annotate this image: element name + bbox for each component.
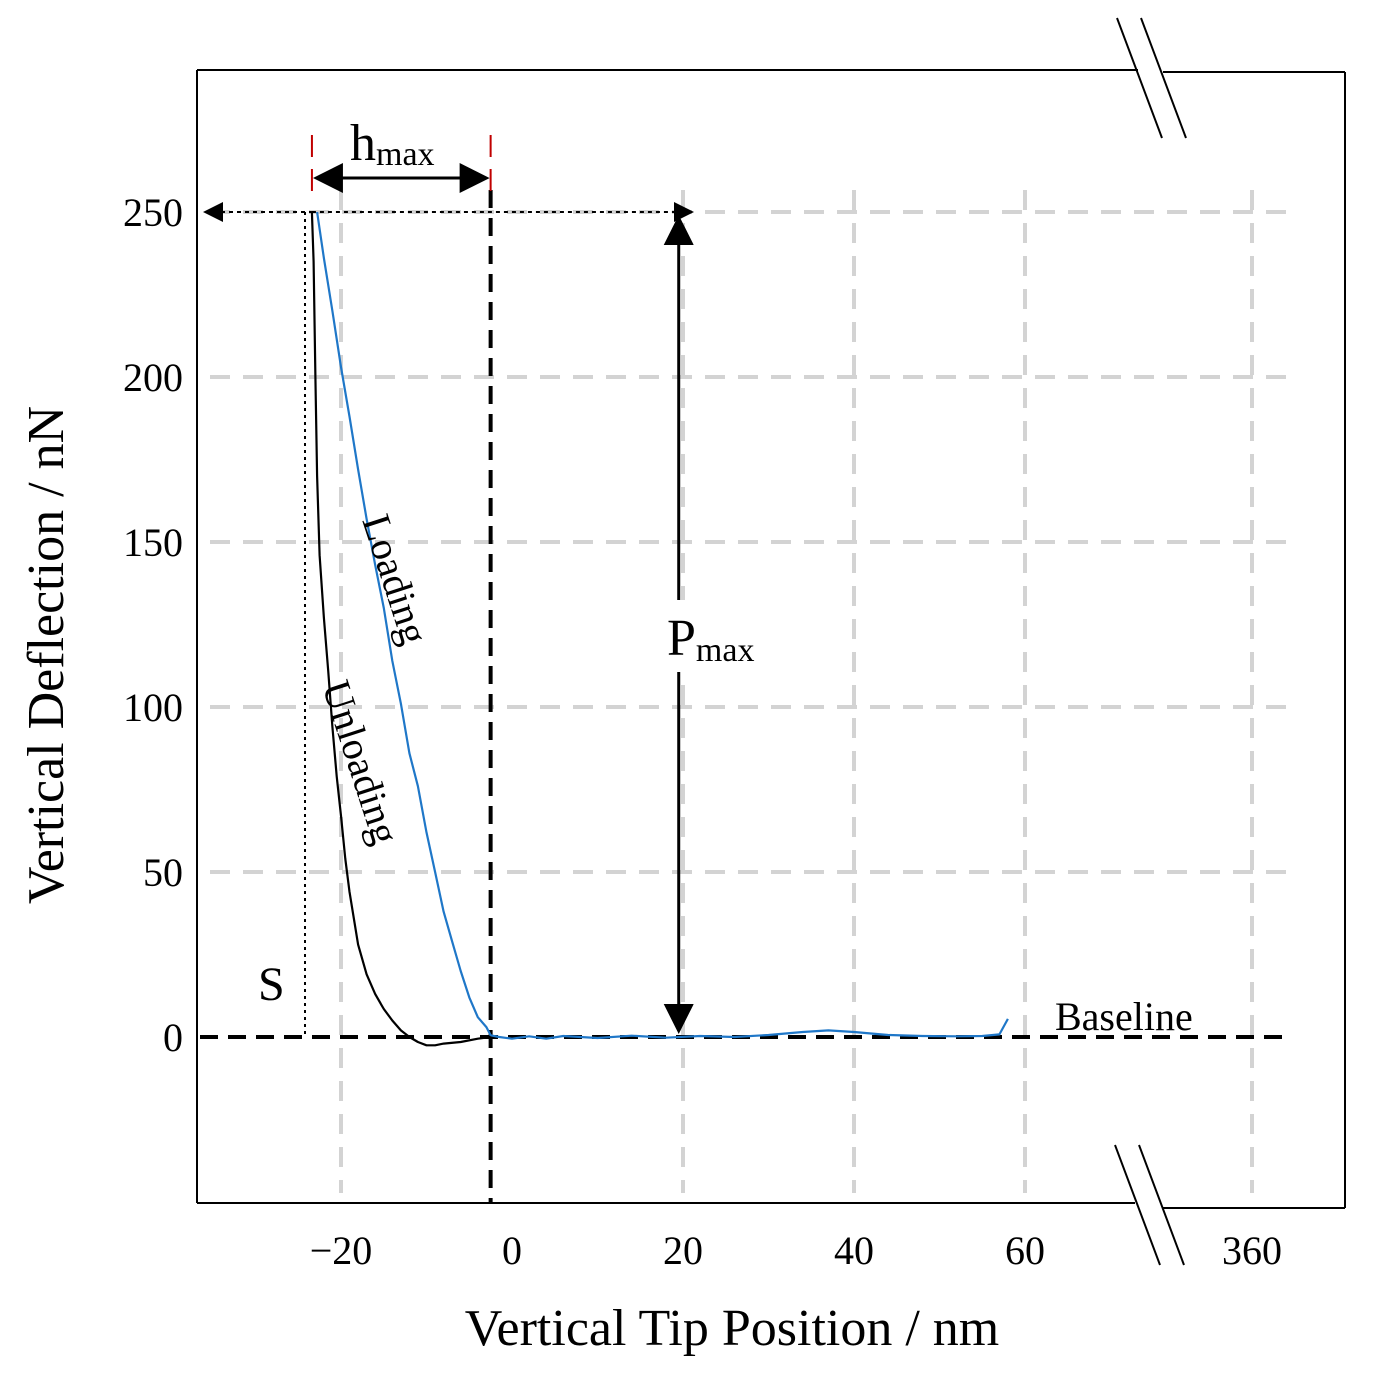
x-tick-label: 0 <box>502 1228 522 1273</box>
x-axis-title: Vertical Tip Position / nm <box>465 1300 1000 1357</box>
x-tick-label: −20 <box>310 1228 373 1273</box>
grid-layer <box>210 190 1287 1193</box>
axis-break-marks <box>1114 17 1187 1266</box>
y-tick-label: 200 <box>123 355 183 400</box>
y-tick-label: 0 <box>163 1015 183 1060</box>
y-tick-label: 150 <box>123 520 183 565</box>
y-tick-label: 50 <box>143 850 183 895</box>
pmax-sub: max <box>696 632 755 669</box>
ticks-layer: −20 0 20 40 60 360 0 50 100 150 200 250 <box>123 190 1282 1273</box>
pmax-main: P <box>667 610 696 667</box>
break-mark-top-1 <box>1116 17 1163 139</box>
x-tick-label: 60 <box>1005 1228 1045 1273</box>
loading-label: Loading <box>353 509 437 650</box>
y-axis-title: Vertical Deflection / nN <box>18 406 75 904</box>
series-line-loading <box>316 211 1009 1040</box>
x-tick-label: 360 <box>1222 1228 1282 1273</box>
series-layer <box>310 211 1009 1047</box>
s-label: S <box>258 958 285 1011</box>
break-mark-bottom-1 <box>1114 1144 1161 1266</box>
pmax-label-background <box>665 600 780 672</box>
x-tick-label: 40 <box>834 1228 874 1273</box>
series-line-unloading <box>310 211 491 1047</box>
y-tick-label: 250 <box>123 190 183 235</box>
hmax-sub: max <box>376 136 435 173</box>
baseline-label: Baseline <box>1055 994 1193 1039</box>
pmax-label: Pmax <box>667 610 754 669</box>
unloading-label: Unloading <box>313 675 408 850</box>
break-mark-top-2 <box>1140 17 1187 139</box>
x-tick-label: 20 <box>663 1228 703 1273</box>
hmax-main: h <box>350 115 376 172</box>
y-tick-label: 100 <box>123 685 183 730</box>
hmax-label: hmax <box>350 115 435 173</box>
plot-frame <box>196 69 1346 1209</box>
break-mark-bottom-2 <box>1138 1144 1185 1266</box>
